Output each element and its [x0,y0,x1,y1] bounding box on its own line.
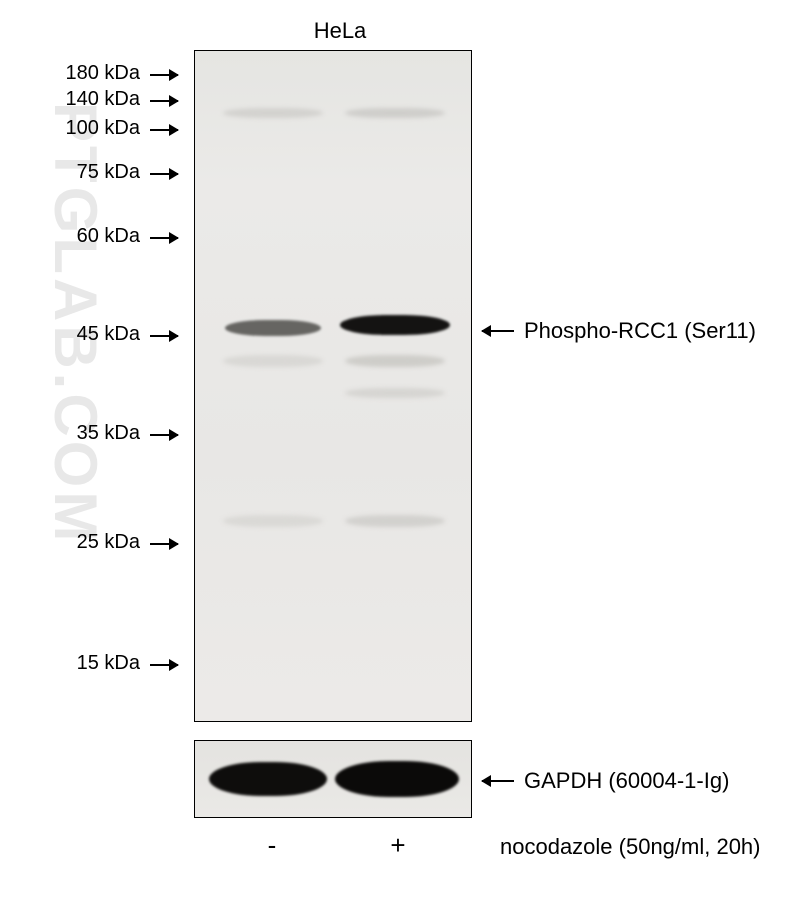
mw-label-45: 45 kDa [30,323,140,346]
mw-arrow-icon [150,237,178,239]
mw-label-60: 60 kDa [30,225,140,248]
band-gapdh-lane1 [209,762,327,796]
mw-label-140: 140 kDa [30,88,140,111]
gapdh-membrane [194,740,472,818]
main-membrane [194,50,472,722]
mw-label-25: 25 kDa [30,531,140,554]
gapdh-label: GAPDH (60004-1-Ig) [524,768,729,794]
band-phospho-rcc1-lane2 [340,315,450,335]
phospho-rcc1-label: Phospho-RCC1 (Ser11) [524,318,756,344]
membrane-gradient [195,51,471,721]
western-blot-figure: PTGLAB.COM HeLa 180 kDa 140 kDa [0,0,800,903]
mw-arrow-icon [150,173,178,175]
band-phospho-rcc1-lane1 [225,320,321,336]
main-membrane-inner [195,51,471,721]
mw-label-100: 100 kDa [30,117,140,140]
mw-label-75: 75 kDa [30,161,140,184]
faint-band [223,515,323,527]
faint-band [345,108,445,118]
treatment-text: nocodazole (50ng/ml, 20h) [500,834,761,860]
faint-band [345,388,445,398]
label-arrow-icon [482,780,514,782]
faint-band [223,108,323,118]
label-arrow-icon [482,330,514,332]
treatment-minus: - [252,830,292,861]
faint-band [223,355,323,367]
band-gapdh-lane2 [335,761,459,797]
mw-arrow-icon [150,335,178,337]
mw-arrow-icon [150,543,178,545]
sample-label: HeLa [240,18,440,44]
mw-label-180: 180 kDa [30,62,140,85]
mw-arrow-icon [150,664,178,666]
mw-label-15: 15 kDa [30,652,140,675]
mw-arrow-icon [150,100,178,102]
mw-arrow-icon [150,74,178,76]
mw-arrow-icon [150,129,178,131]
faint-band [345,515,445,527]
faint-band [345,355,445,367]
treatment-plus: + [378,830,418,861]
mw-arrow-icon [150,434,178,436]
mw-label-35: 35 kDa [30,422,140,445]
